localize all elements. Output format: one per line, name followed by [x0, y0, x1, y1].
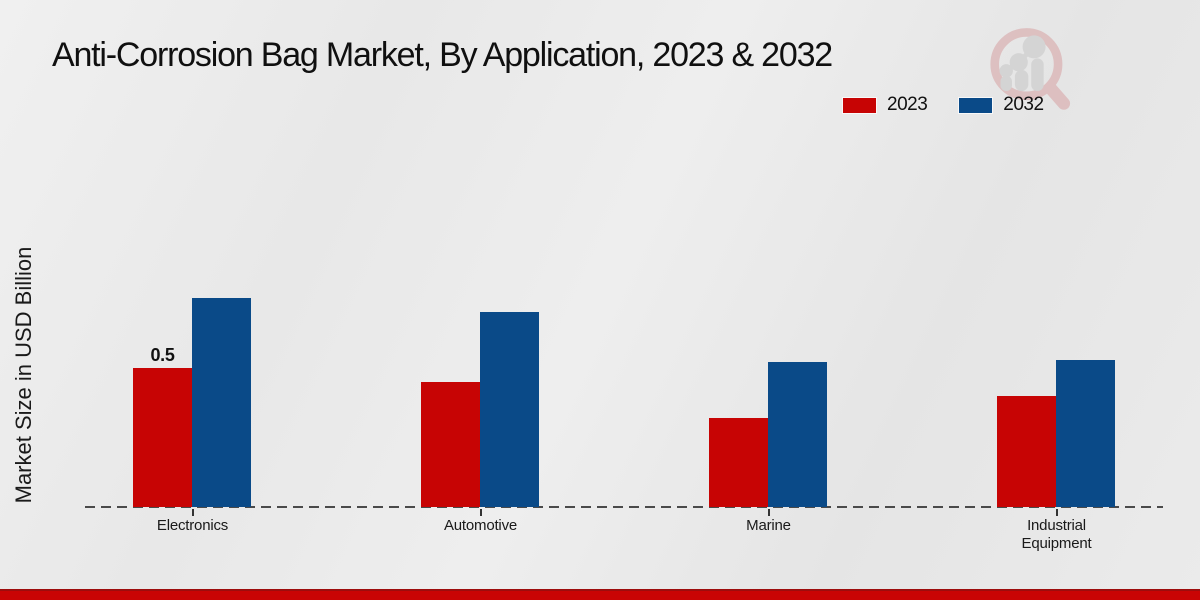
category-label-automotive: Automotive [443, 517, 518, 534]
legend-item-2032: 2032 [959, 94, 1044, 116]
bar-value-label-2023-electronics: 0.5 [150, 345, 175, 365]
bar-2032-automotive [480, 312, 539, 507]
footer-red-strip [0, 589, 1200, 600]
bar-group-electronics: 0.5 Electronics [133, 151, 252, 534]
x-axis-tick-automotive [479, 509, 482, 516]
bar-2032-industrial-equipment [1056, 360, 1115, 507]
magnifier-growth-bars-logo-icon [990, 28, 1071, 110]
x-axis-tick-electronics [191, 509, 194, 516]
x-axis-tick-marine [767, 509, 770, 516]
category-label-electronics: Electronics [156, 517, 229, 534]
bar-2023-electronics [133, 368, 192, 507]
bar-2023-marine [709, 418, 768, 507]
bar-2023-industrial-equipment [997, 396, 1056, 507]
x-axis-baseline [85, 506, 1163, 508]
chart-title: Anti-Corrosion Bag Market, By Applicatio… [52, 36, 833, 74]
legend-item-2023: 2023 [843, 94, 928, 116]
bar-group-industrial-equipment: Industrial Equipment [997, 151, 1116, 552]
bar-group-marine: Marine [709, 151, 828, 534]
legend-swatch-2032 [959, 97, 993, 113]
y-axis-label: Market Size in USD Billion [11, 246, 36, 504]
x-axis-tick-industrial-equipment [1055, 509, 1058, 516]
bar-group-automotive: Automotive [421, 151, 540, 534]
legend: 2023 2032 [843, 94, 1044, 116]
legend-label-2023: 2023 [887, 94, 928, 115]
legend-label-2032: 2032 [1003, 94, 1044, 115]
category-label-marine: Marine [746, 517, 791, 534]
bar-2023-automotive [421, 382, 480, 507]
legend-swatch-2023 [843, 97, 876, 113]
plot-area: 0.5 Electronics Automotive Marine Industrial… [133, 151, 1116, 552]
bar-2032-marine [768, 362, 827, 507]
category-label-industrial-equipment: Industrial Equipment [1021, 517, 1092, 552]
bar-2032-electronics [192, 298, 251, 507]
